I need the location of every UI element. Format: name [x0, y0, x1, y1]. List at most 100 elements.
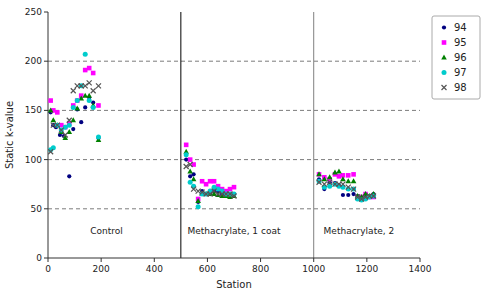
x-axis-label: Station [216, 279, 252, 290]
legend-marker [442, 70, 447, 75]
point [184, 158, 188, 162]
y-tick [44, 208, 48, 209]
y-axis-label: Static k-value [4, 101, 15, 169]
section-label: Methacrylate, 1 coat [188, 226, 281, 236]
point [67, 123, 72, 128]
reference-line [48, 110, 420, 111]
y-tick-label: 0 [36, 253, 42, 263]
y-tick-label: 50 [31, 204, 43, 214]
point [204, 182, 209, 187]
point [67, 174, 71, 178]
point [55, 122, 61, 127]
y-tick-label: 200 [25, 56, 42, 66]
point [196, 204, 201, 209]
legend-label: 95 [454, 37, 467, 48]
legend-label: 98 [454, 82, 467, 93]
series [48, 52, 376, 210]
point [200, 179, 205, 184]
y-tick-label: 100 [25, 155, 42, 165]
point [340, 182, 345, 187]
point [341, 193, 345, 197]
x-tick-label: 200 [93, 264, 110, 274]
point [83, 83, 88, 88]
x-tick [207, 258, 208, 262]
point [371, 194, 376, 199]
x-tick [313, 258, 314, 262]
point [96, 83, 101, 88]
point [232, 194, 237, 199]
point [75, 98, 80, 103]
point [75, 98, 80, 103]
point [188, 180, 193, 185]
point [317, 179, 322, 184]
point [337, 174, 342, 179]
point [55, 110, 60, 115]
point [232, 185, 237, 190]
point [340, 176, 346, 181]
x-tick-label: 800 [252, 264, 269, 274]
x-tick-label: 1200 [355, 264, 378, 274]
section-divider [313, 12, 314, 258]
reference-line [48, 208, 420, 209]
point [212, 179, 217, 184]
point [59, 128, 64, 133]
series [49, 96, 376, 205]
legend-label: 97 [454, 67, 467, 78]
point [96, 103, 101, 108]
point [91, 71, 96, 76]
legend-frame [432, 16, 480, 99]
point [188, 162, 193, 167]
point [87, 98, 92, 103]
point [55, 123, 60, 128]
point [322, 176, 328, 181]
y-tick [44, 258, 48, 259]
point [83, 105, 87, 109]
section-label: Control [90, 226, 123, 236]
x-tick [154, 258, 155, 262]
y-axis [48, 12, 49, 258]
series [48, 66, 375, 201]
point [322, 182, 327, 187]
y-tick [44, 110, 48, 111]
plot-marks [48, 52, 376, 210]
point [51, 117, 57, 122]
x-tick [420, 258, 421, 262]
point [228, 187, 233, 192]
x-tick-label: 400 [146, 264, 163, 274]
x-tick [260, 258, 261, 262]
series [48, 80, 376, 201]
point [55, 123, 60, 128]
point [184, 143, 189, 148]
legend-marker [442, 25, 446, 29]
point [83, 52, 88, 57]
x-tick [101, 258, 102, 262]
point [67, 118, 72, 123]
point [332, 169, 338, 174]
x-axis [48, 258, 420, 259]
y-tick-label: 250 [25, 7, 42, 17]
point [195, 198, 201, 203]
legend: 9495969798 [432, 16, 480, 99]
point [87, 80, 92, 85]
point [317, 180, 322, 185]
point [71, 105, 76, 110]
x-tick [48, 258, 49, 262]
point [327, 180, 332, 185]
point [351, 187, 356, 192]
point [79, 120, 83, 124]
point [351, 172, 356, 177]
point [327, 174, 333, 179]
x-tick-label: 0 [45, 264, 51, 274]
point [188, 157, 193, 162]
reference-line [48, 61, 420, 62]
x-tick-label: 1400 [409, 264, 432, 274]
x-tick-label: 1000 [302, 264, 325, 274]
reference-line [48, 159, 420, 160]
y-tick [44, 12, 48, 13]
point [87, 66, 92, 71]
point [336, 168, 342, 173]
y-tick [44, 159, 48, 160]
point [91, 105, 96, 110]
point [63, 133, 68, 138]
legend-label: 94 [454, 22, 467, 33]
